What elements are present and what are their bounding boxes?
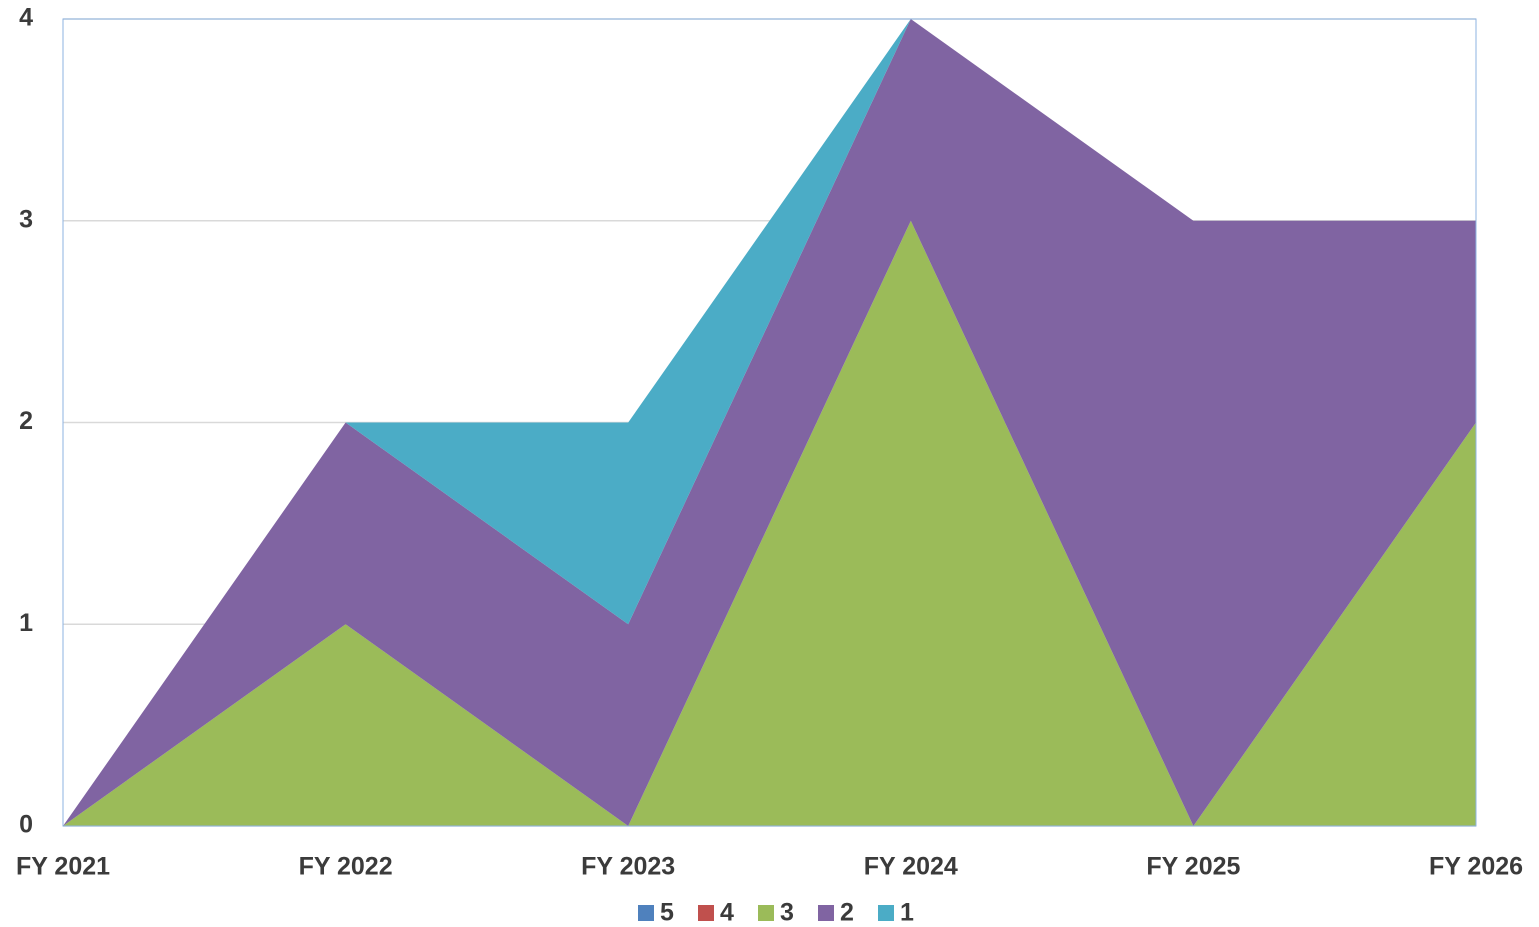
legend-label: 3 <box>780 899 794 927</box>
legend-label: 5 <box>660 899 674 927</box>
legend-swatch <box>698 905 714 921</box>
x-tick-label: FY 2021 <box>16 853 110 881</box>
x-tick-label: FY 2022 <box>299 853 393 881</box>
y-tick-label: 1 <box>19 609 33 637</box>
y-tick-label: 4 <box>19 4 33 32</box>
legend-swatch <box>758 905 774 921</box>
legend-swatch <box>878 905 894 921</box>
x-tick-label: FY 2026 <box>1429 853 1523 881</box>
plot-border <box>62 18 1477 827</box>
y-tick-label: 3 <box>19 205 33 233</box>
y-tick-label: 0 <box>19 811 33 839</box>
legend-label: 2 <box>840 899 854 927</box>
legend-swatch <box>818 905 834 921</box>
x-tick-label: FY 2023 <box>581 853 675 881</box>
legend-label: 1 <box>900 899 914 927</box>
legend-swatch <box>638 905 654 921</box>
area <box>63 19 1476 826</box>
y-tick-label: 2 <box>19 407 33 435</box>
area <box>63 19 1476 826</box>
x-tick-label: FY 2024 <box>864 853 958 881</box>
legend-label: 4 <box>720 899 734 927</box>
x-tick-label: FY 2025 <box>1146 853 1240 881</box>
